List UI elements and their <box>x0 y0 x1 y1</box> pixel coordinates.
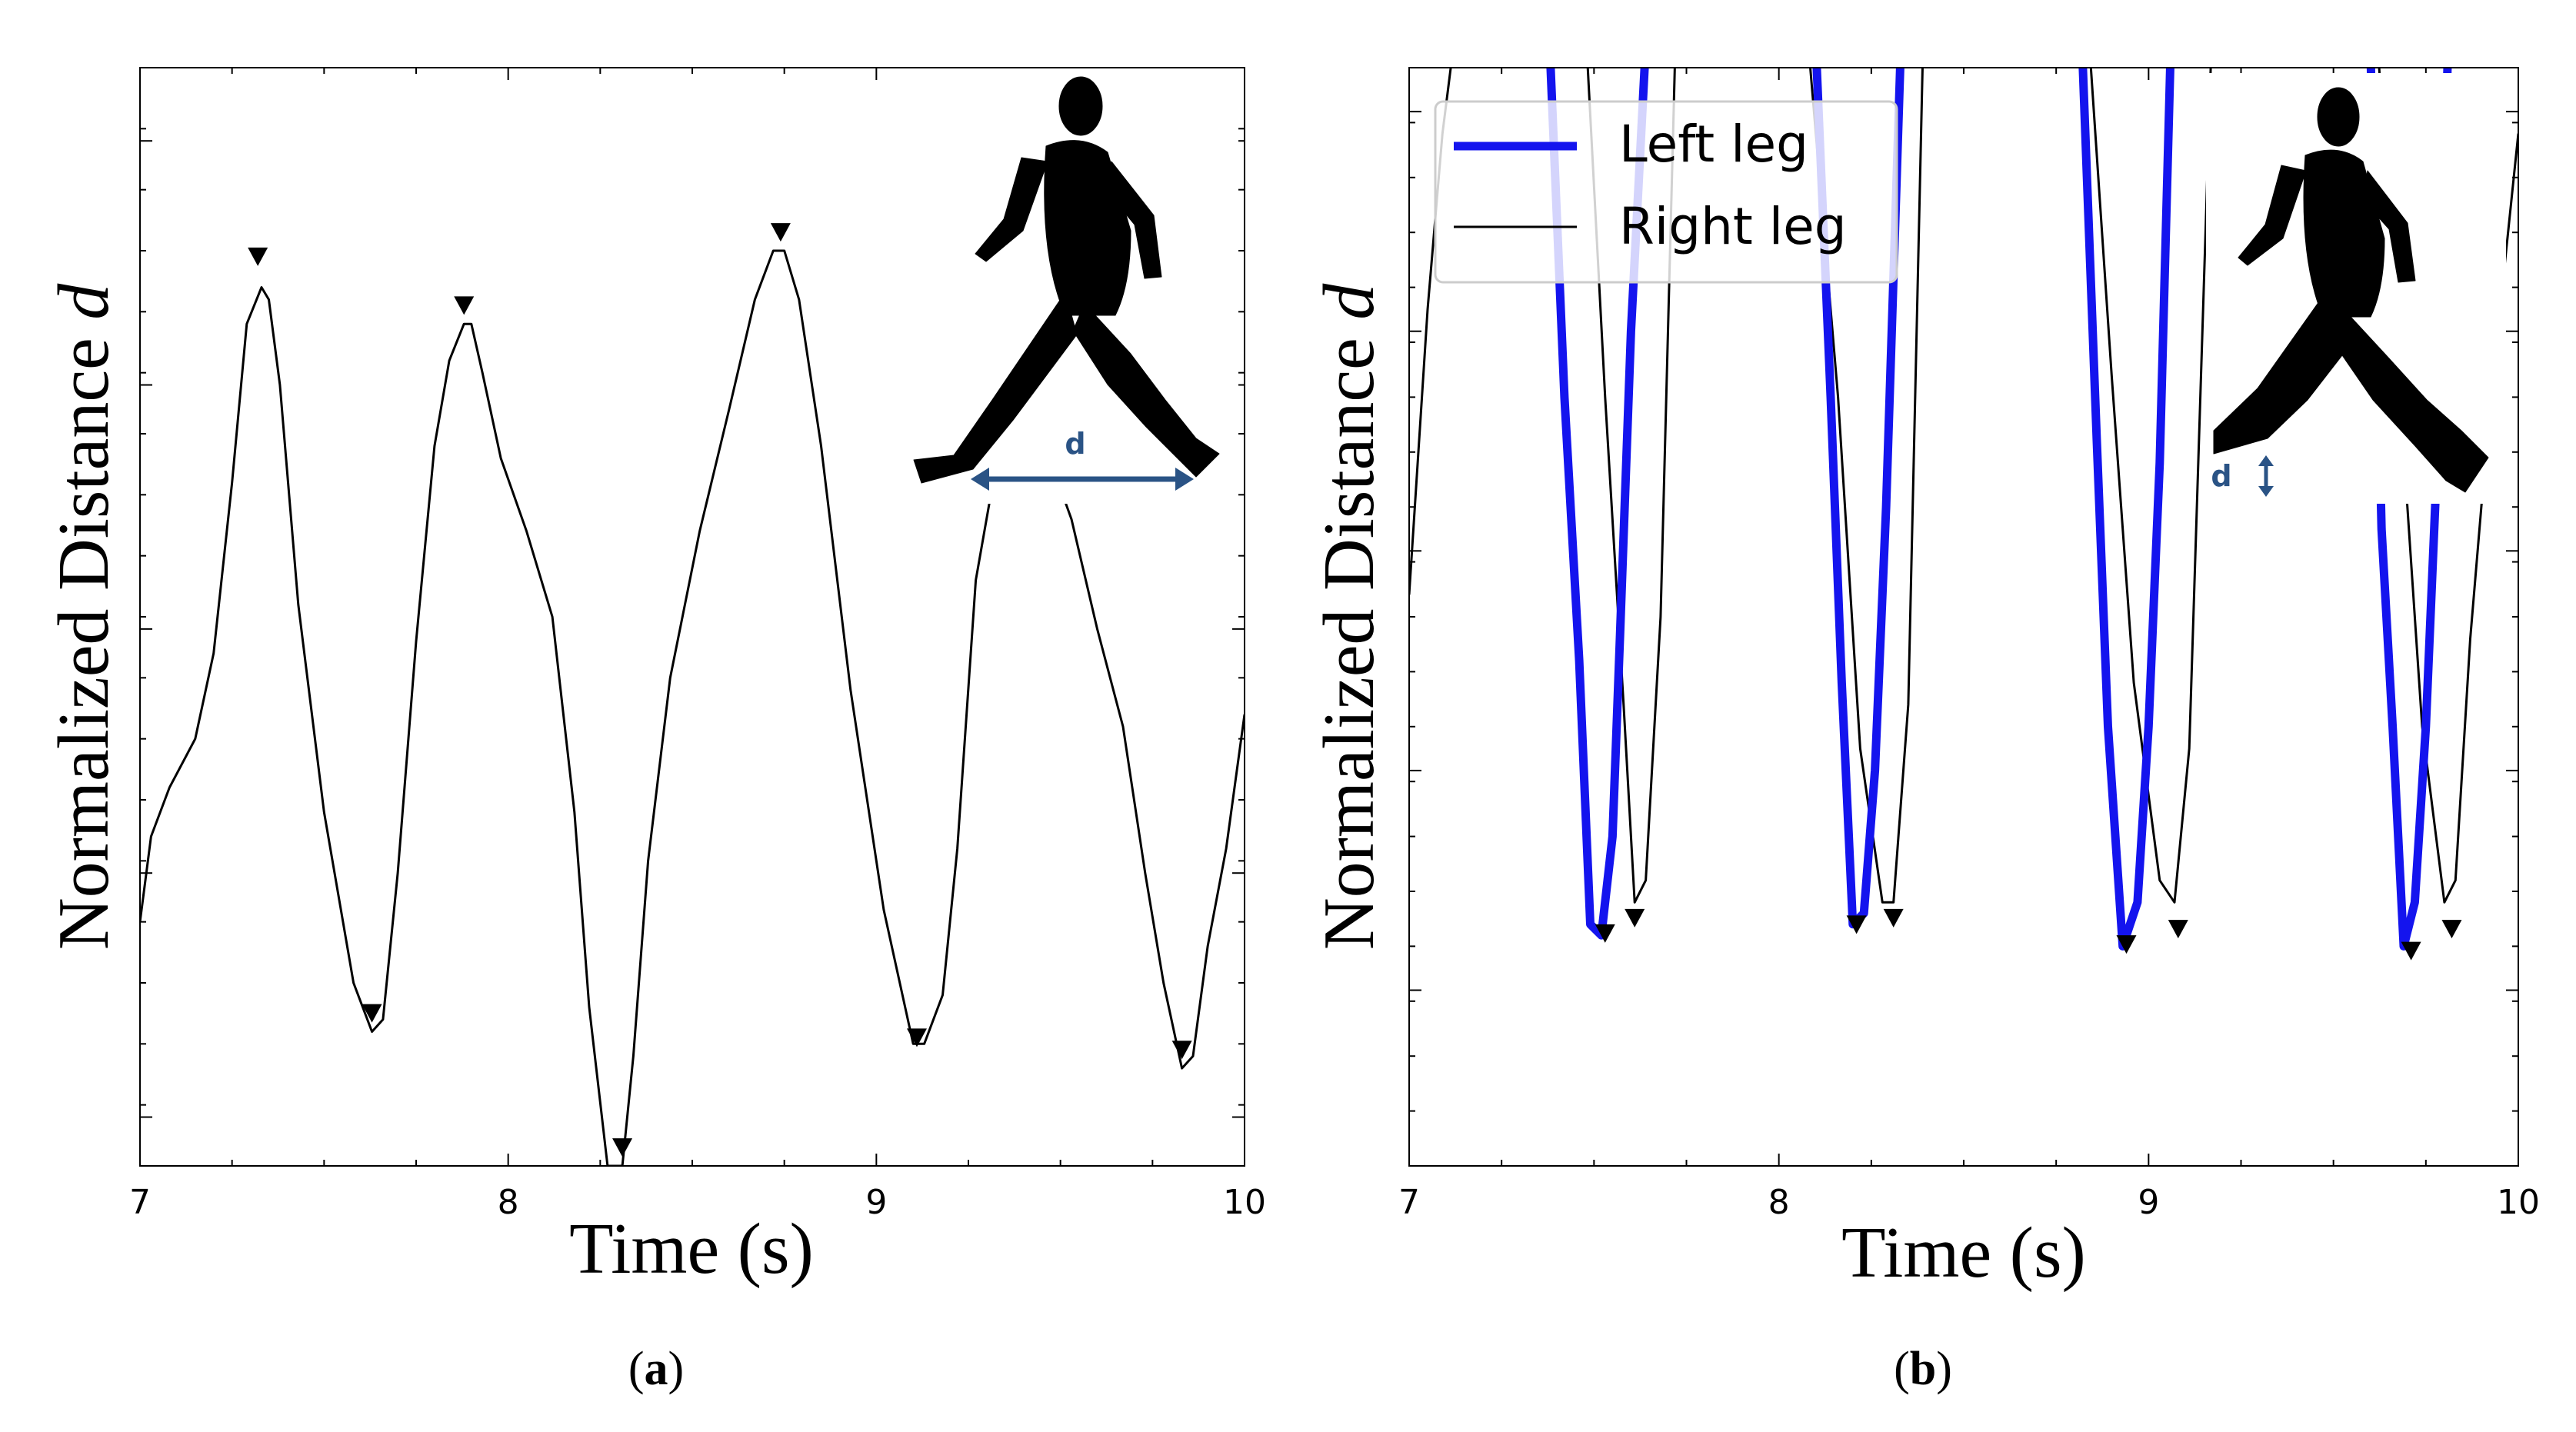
step-height-arrow <box>2258 455 2274 497</box>
panel-a-caption-letter: a <box>645 1343 668 1395</box>
peak-marker <box>1883 908 1904 927</box>
walking-person-icon <box>2213 87 2489 493</box>
panel-b: 7 8 9 10 d Left leg <box>1309 67 2540 1395</box>
panel-a-caption-label: (a) <box>628 1343 684 1395</box>
peak-marker <box>454 296 475 315</box>
panel-b-y-axis-label: Normalized Distance d <box>1309 283 1389 951</box>
x-tick-label: 9 <box>2138 1183 2159 1222</box>
x-tick-label: 10 <box>2497 1183 2540 1222</box>
peak-marker <box>612 1138 633 1157</box>
peak-marker <box>906 1028 927 1047</box>
legend-label-right-leg: Right leg <box>1619 197 1847 256</box>
legend: Left leg Right leg <box>1434 100 1898 284</box>
x-tick-label: 8 <box>498 1183 519 1222</box>
panel-a-plot-frame <box>139 67 1245 1167</box>
series-right-leg <box>1409 68 2518 904</box>
panel-b-plot-frame <box>1408 67 2519 1167</box>
panel-b-series <box>1409 68 2518 951</box>
stride-width-arrow <box>971 468 1194 491</box>
x-tick-label: 8 <box>1768 1183 1790 1222</box>
legend-label-left-leg: Left leg <box>1619 115 1808 174</box>
peak-marker <box>770 223 791 242</box>
x-tick-label: 9 <box>865 1183 887 1222</box>
peak-marker <box>1595 924 1615 943</box>
panel-b-y-axis-label-symbol: d <box>1309 283 1389 320</box>
x-tick-label: 7 <box>129 1183 151 1222</box>
peak-marker <box>362 1004 382 1023</box>
panel-a-inset: d <box>913 65 1238 504</box>
panel-a-x-axis-label: Time (s) <box>569 1209 814 1289</box>
peak-marker <box>2168 920 2188 939</box>
panel-b-y-axis-label-text: Normalized Distance <box>1309 320 1389 951</box>
panel-b-markers <box>1595 908 2462 961</box>
panel-b-x-axis-label: Time (s) <box>1841 1213 2086 1293</box>
x-tick-label: 7 <box>1398 1183 1420 1222</box>
panel-a-y-axis-label-text: Normalized Distance <box>44 320 124 951</box>
panel-b-tick-labels: 7 8 9 10 <box>1398 1183 2540 1222</box>
panel-a-y-axis-label-symbol: d <box>44 283 124 320</box>
panel-a-markers <box>248 223 1192 1157</box>
peak-marker <box>1846 915 1867 934</box>
peak-marker <box>1625 908 1645 927</box>
x-tick-label: 10 <box>1223 1183 1266 1222</box>
peak-marker <box>1171 1041 1192 1060</box>
panel-b-caption-letter: b <box>1910 1343 1936 1395</box>
peak-marker <box>248 247 268 266</box>
panel-a: 7 8 9 10 d Time (s) Normalized <box>44 65 1266 1395</box>
panel-a-y-axis-label: Normalized Distance d <box>44 283 124 951</box>
inset-b-d-label: d <box>2211 459 2231 493</box>
inset-a-d-label: d <box>1065 427 1085 461</box>
panel-b-caption-label: (b) <box>1894 1343 1952 1395</box>
series-left-leg <box>1546 68 2452 951</box>
panel-b-inset: d <box>2206 73 2506 504</box>
peak-marker <box>2401 941 2421 961</box>
peak-marker <box>2441 920 2462 939</box>
walking-person-icon <box>913 76 1220 484</box>
panel-a-tick-labels: 7 8 9 10 <box>129 1183 1266 1222</box>
peak-marker <box>2116 935 2137 954</box>
